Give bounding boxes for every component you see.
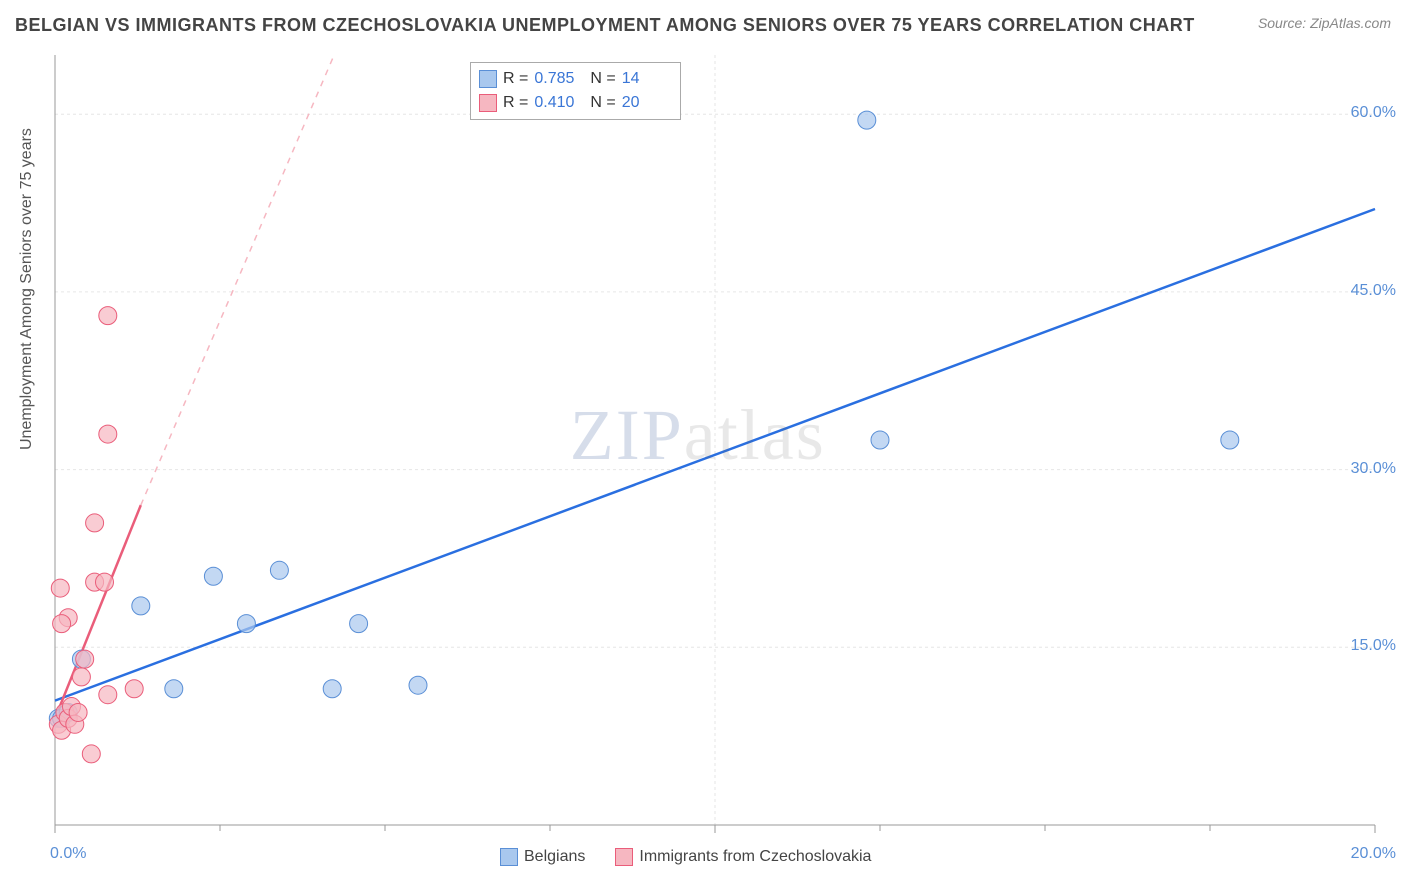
watermark-atlas: atlas: [684, 395, 826, 475]
legend-n-label: N =: [590, 67, 615, 91]
legend-r-value: 0.785: [534, 67, 584, 91]
x-tick-label: 20.0%: [1351, 845, 1396, 863]
legend-n-value: 14: [622, 67, 672, 91]
legend-r-value: 0.410: [534, 91, 584, 115]
legend-swatch: [500, 848, 518, 866]
x-tick-label: 0.0%: [50, 845, 86, 863]
legend-r-label: R =: [503, 91, 528, 115]
legend-row: R = 0.410 N = 20: [479, 91, 672, 115]
legend-series-item: Belgians: [500, 848, 585, 866]
legend-row: R = 0.785 N = 14: [479, 67, 672, 91]
legend-r-label: R =: [503, 67, 528, 91]
y-tick-label: 15.0%: [1351, 637, 1396, 655]
legend-swatch: [479, 70, 497, 88]
chart-container: { "title": "BELGIAN VS IMMIGRANTS FROM C…: [0, 0, 1406, 892]
legend-series-label: Immigrants from Czechoslovakia: [639, 848, 871, 865]
legend-swatch: [615, 848, 633, 866]
watermark: ZIPatlas: [570, 394, 826, 477]
y-tick-label: 45.0%: [1351, 282, 1396, 300]
y-tick-label: 30.0%: [1351, 460, 1396, 478]
legend-n-value: 20: [622, 91, 672, 115]
legend-series: Belgians Immigrants from Czechoslovakia: [500, 848, 871, 866]
legend-series-label: Belgians: [524, 848, 585, 865]
legend-correlation: R = 0.785 N = 14 R = 0.410 N = 20: [470, 62, 681, 120]
legend-series-item: Immigrants from Czechoslovakia: [615, 848, 871, 866]
watermark-zip: ZIP: [570, 395, 684, 475]
y-tick-label: 60.0%: [1351, 104, 1396, 122]
legend-n-label: N =: [590, 91, 615, 115]
legend-swatch: [479, 94, 497, 112]
